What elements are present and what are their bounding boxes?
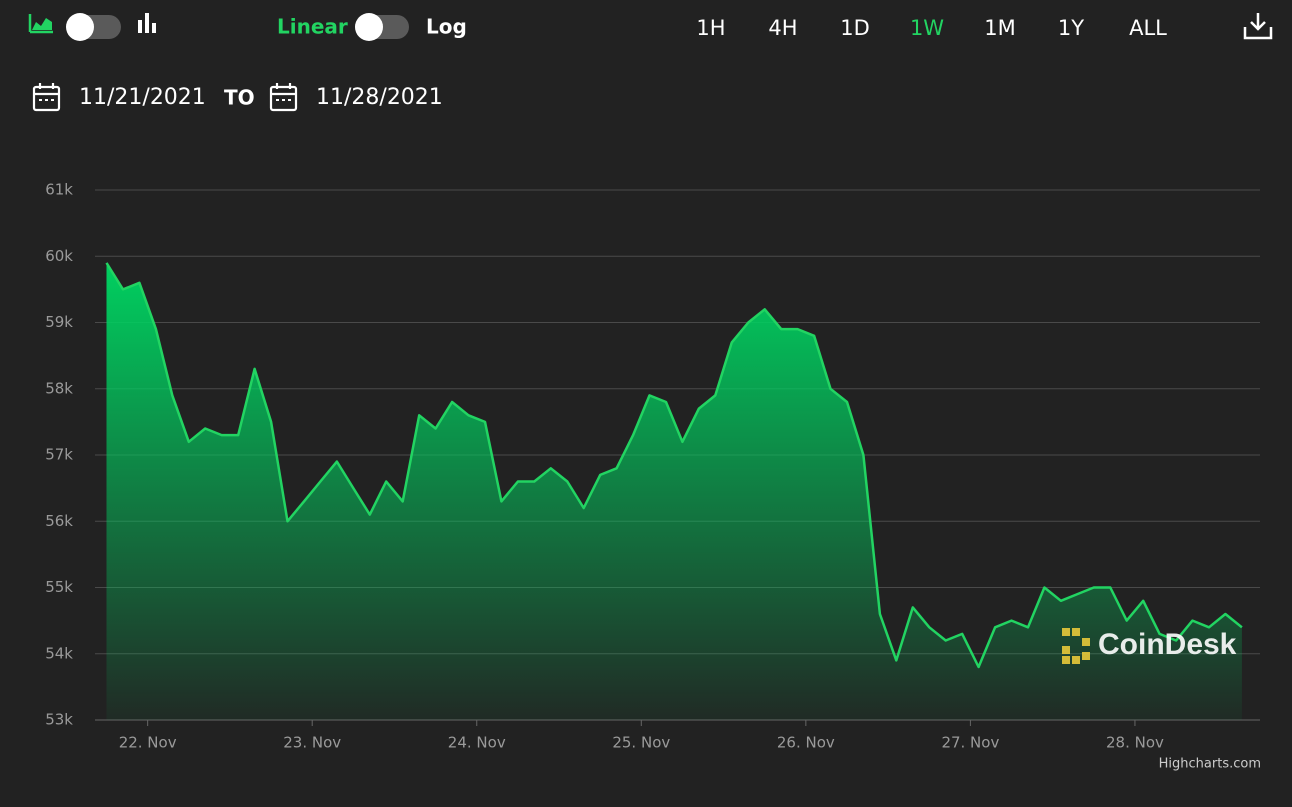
x-tick-label: 28. Nov bbox=[1106, 734, 1164, 752]
download-icon[interactable] bbox=[1243, 13, 1273, 40]
range-button[interactable]: 1W bbox=[910, 16, 944, 40]
plot: 53k 54k 55k 56k 57k 58k 59k 60k 61k 22. Nov 23. No… bbox=[45, 181, 1261, 772]
range-button[interactable]: 4H bbox=[768, 16, 797, 40]
scale-log[interactable]: Log bbox=[426, 15, 467, 39]
x-tick-label: 26. Nov bbox=[777, 734, 835, 752]
logo-block bbox=[1072, 628, 1080, 636]
logo-block bbox=[1062, 646, 1070, 654]
y-tick-label: 54k bbox=[45, 644, 73, 662]
logo-block bbox=[1072, 656, 1080, 664]
y-tick-label: 58k bbox=[45, 379, 73, 397]
range-button[interactable]: 1H bbox=[696, 16, 725, 40]
range-button[interactable]: 1Y bbox=[1058, 16, 1084, 40]
price-line bbox=[105, 262, 1243, 669]
y-tick-label: 55k bbox=[45, 578, 73, 596]
logo-block bbox=[1082, 652, 1090, 660]
credit[interactable]: Highcharts.com bbox=[1159, 757, 1261, 772]
logo-block bbox=[1082, 638, 1090, 646]
y-tick-label: 59k bbox=[45, 313, 73, 331]
range-button[interactable]: ALL bbox=[1129, 16, 1167, 40]
x-tick-label: 27. Nov bbox=[941, 734, 999, 752]
price-area bbox=[106, 262, 1242, 720]
chart-type-toggle[interactable] bbox=[66, 13, 121, 41]
range-button[interactable]: 1D bbox=[840, 16, 870, 40]
scale-toggle[interactable] bbox=[355, 13, 409, 41]
logo-block bbox=[1062, 628, 1070, 636]
y-tick-label: 60k bbox=[45, 247, 73, 265]
x-tick-label: 23. Nov bbox=[283, 734, 341, 752]
watermark-logo bbox=[1062, 628, 1090, 664]
bar-chart-icon[interactable] bbox=[138, 13, 156, 33]
y-tick-label: 53k bbox=[45, 711, 73, 729]
area-chart-icon[interactable] bbox=[28, 14, 53, 34]
date-separator: TO bbox=[224, 86, 255, 110]
range-buttons: 1H 4H 1D 1W 1M 1Y ALL bbox=[696, 16, 1167, 40]
date-from[interactable]: 11/21/2021 bbox=[79, 85, 206, 110]
y-tick-label: 56k bbox=[45, 512, 73, 530]
calendar-icon[interactable] bbox=[269, 83, 298, 112]
calendar-icon[interactable] bbox=[32, 83, 61, 112]
date-to[interactable]: 11/28/2021 bbox=[316, 85, 443, 110]
watermark: CoinDesk bbox=[1098, 628, 1237, 661]
x-tick-label: 24. Nov bbox=[448, 734, 506, 752]
range-button[interactable]: 1M bbox=[984, 16, 1015, 40]
x-tick-label: 25. Nov bbox=[612, 734, 670, 752]
y-tick-label: 57k bbox=[45, 446, 73, 464]
y-tick-label: 61k bbox=[45, 181, 73, 199]
x-tick-label: 22. Nov bbox=[119, 734, 177, 752]
logo-block bbox=[1062, 656, 1070, 664]
scale-linear[interactable]: Linear bbox=[277, 15, 348, 39]
